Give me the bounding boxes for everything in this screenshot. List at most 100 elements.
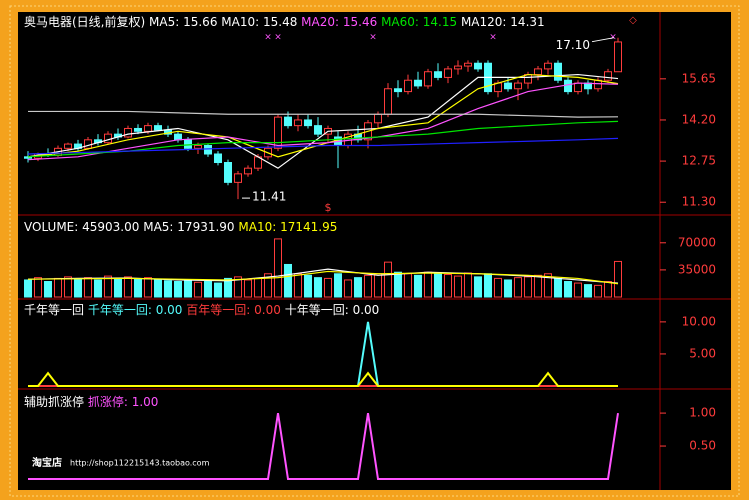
series-line	[27, 137, 619, 155]
volume-bar	[584, 284, 592, 298]
legend-value: 0.00	[254, 303, 281, 317]
volume-bar	[244, 279, 252, 298]
volume-bar	[464, 272, 472, 298]
annotation-label: 11.41	[252, 190, 286, 204]
series-line	[357, 321, 379, 387]
series-line	[27, 73, 619, 169]
volume-bar	[104, 275, 112, 298]
panel-header: 辅助抓涨停 抓涨停: 1.00	[24, 394, 158, 409]
volume-bar	[184, 279, 192, 298]
candle-body	[84, 139, 92, 149]
volume-bar	[274, 238, 282, 298]
y-tick-label: 10.00	[682, 314, 716, 328]
volume-bar	[204, 281, 212, 298]
candle-body	[244, 167, 252, 175]
annotation-arrow	[591, 37, 615, 43]
candle-body	[184, 139, 192, 149]
volume-bar	[424, 271, 432, 298]
legend-value: 17141.95	[280, 220, 337, 234]
volume-bar	[334, 273, 342, 298]
volume-bar	[54, 277, 62, 298]
volume-bar	[64, 276, 72, 298]
candle-body	[144, 125, 152, 132]
y-tick-label: 14.20	[682, 112, 716, 126]
event-marker: $	[325, 201, 332, 214]
watermark-shop: 淘宝店	[32, 456, 62, 469]
volume-bar	[574, 282, 582, 298]
y-tick-label: 12.75	[682, 154, 716, 168]
volume-bar	[374, 273, 382, 298]
legend-value: 0.00	[353, 303, 380, 317]
candle-body	[154, 125, 162, 131]
volume-bar	[194, 281, 202, 298]
volume-bar	[224, 277, 232, 298]
y-tick-label: 5.00	[689, 346, 716, 360]
candle-body	[434, 71, 442, 78]
candle-body	[424, 71, 432, 87]
volume-bar	[454, 275, 462, 298]
legend-name: 千年等一回:	[88, 303, 152, 317]
volume-bar	[164, 280, 172, 298]
volume-bar	[84, 277, 92, 298]
volume-bar	[314, 277, 322, 298]
frame-border	[9, 5, 740, 497]
volume-bar	[444, 274, 452, 298]
legend-value: 15.66	[183, 15, 217, 29]
legend-name: 十年等一回:	[285, 303, 349, 317]
legend-name: MA5:	[149, 15, 179, 29]
volume-bar	[564, 281, 572, 298]
volume-bar	[114, 277, 122, 298]
y-tick-label: 0.50	[689, 439, 716, 453]
legend-value: 15.46	[343, 15, 377, 29]
candle-body	[274, 116, 282, 149]
volume-bar	[394, 271, 402, 298]
candle-body	[394, 88, 402, 93]
volume-bar	[404, 273, 412, 298]
volume-bar	[254, 277, 262, 298]
volume-bar	[324, 277, 332, 298]
candle-body	[404, 79, 412, 93]
volume-bar	[354, 277, 362, 298]
candle-body	[564, 79, 572, 93]
marker: ×	[489, 33, 497, 43]
candle-body	[544, 62, 552, 70]
candle-body	[134, 127, 142, 132]
candle-body	[314, 125, 322, 135]
candle-body	[534, 68, 542, 76]
volume-bar	[134, 278, 142, 298]
volume-bar	[414, 274, 422, 298]
volume-bar	[264, 273, 272, 298]
volume-bar	[514, 277, 522, 298]
panel-title: 千年等一回	[24, 303, 84, 317]
marker: ×	[369, 33, 377, 43]
volume-bar	[24, 279, 32, 298]
series-line	[28, 371, 618, 387]
panel-header: VOLUME: 45903.00 MA5: 17931.90 MA10: 171…	[24, 220, 337, 234]
volume-bar	[364, 274, 372, 298]
volume-bar	[144, 277, 152, 298]
legend-value: 45903.00	[82, 220, 139, 234]
volume-bar	[594, 284, 602, 298]
candle-body	[224, 162, 232, 183]
volume-bar	[124, 276, 132, 298]
panel-title: VOLUME:	[24, 220, 78, 234]
candle-body	[234, 173, 242, 183]
legend-name: MA120:	[461, 15, 507, 29]
series-line	[28, 110, 619, 118]
volume-bar	[94, 279, 102, 298]
panel-header: 奥马电器(日线,前复权) MA5: 15.66 MA10: 15.48 MA20…	[24, 14, 545, 29]
legend-value: 0.00	[156, 303, 183, 317]
candle-body	[594, 79, 602, 90]
volume-bar	[604, 281, 612, 298]
panel-title: 奥马电器(日线,前复权)	[24, 14, 145, 29]
y-tick-label: 35000	[678, 262, 716, 276]
candle-body	[204, 144, 212, 155]
legend-name: MA60:	[381, 15, 419, 29]
volume-bar	[284, 263, 292, 298]
candle-body	[194, 144, 202, 149]
y-tick-label: 15.65	[682, 71, 716, 85]
volume-bar	[524, 276, 532, 298]
legend-value: 14.31	[510, 15, 544, 29]
candle-body	[294, 119, 302, 127]
candle-body	[554, 62, 562, 81]
